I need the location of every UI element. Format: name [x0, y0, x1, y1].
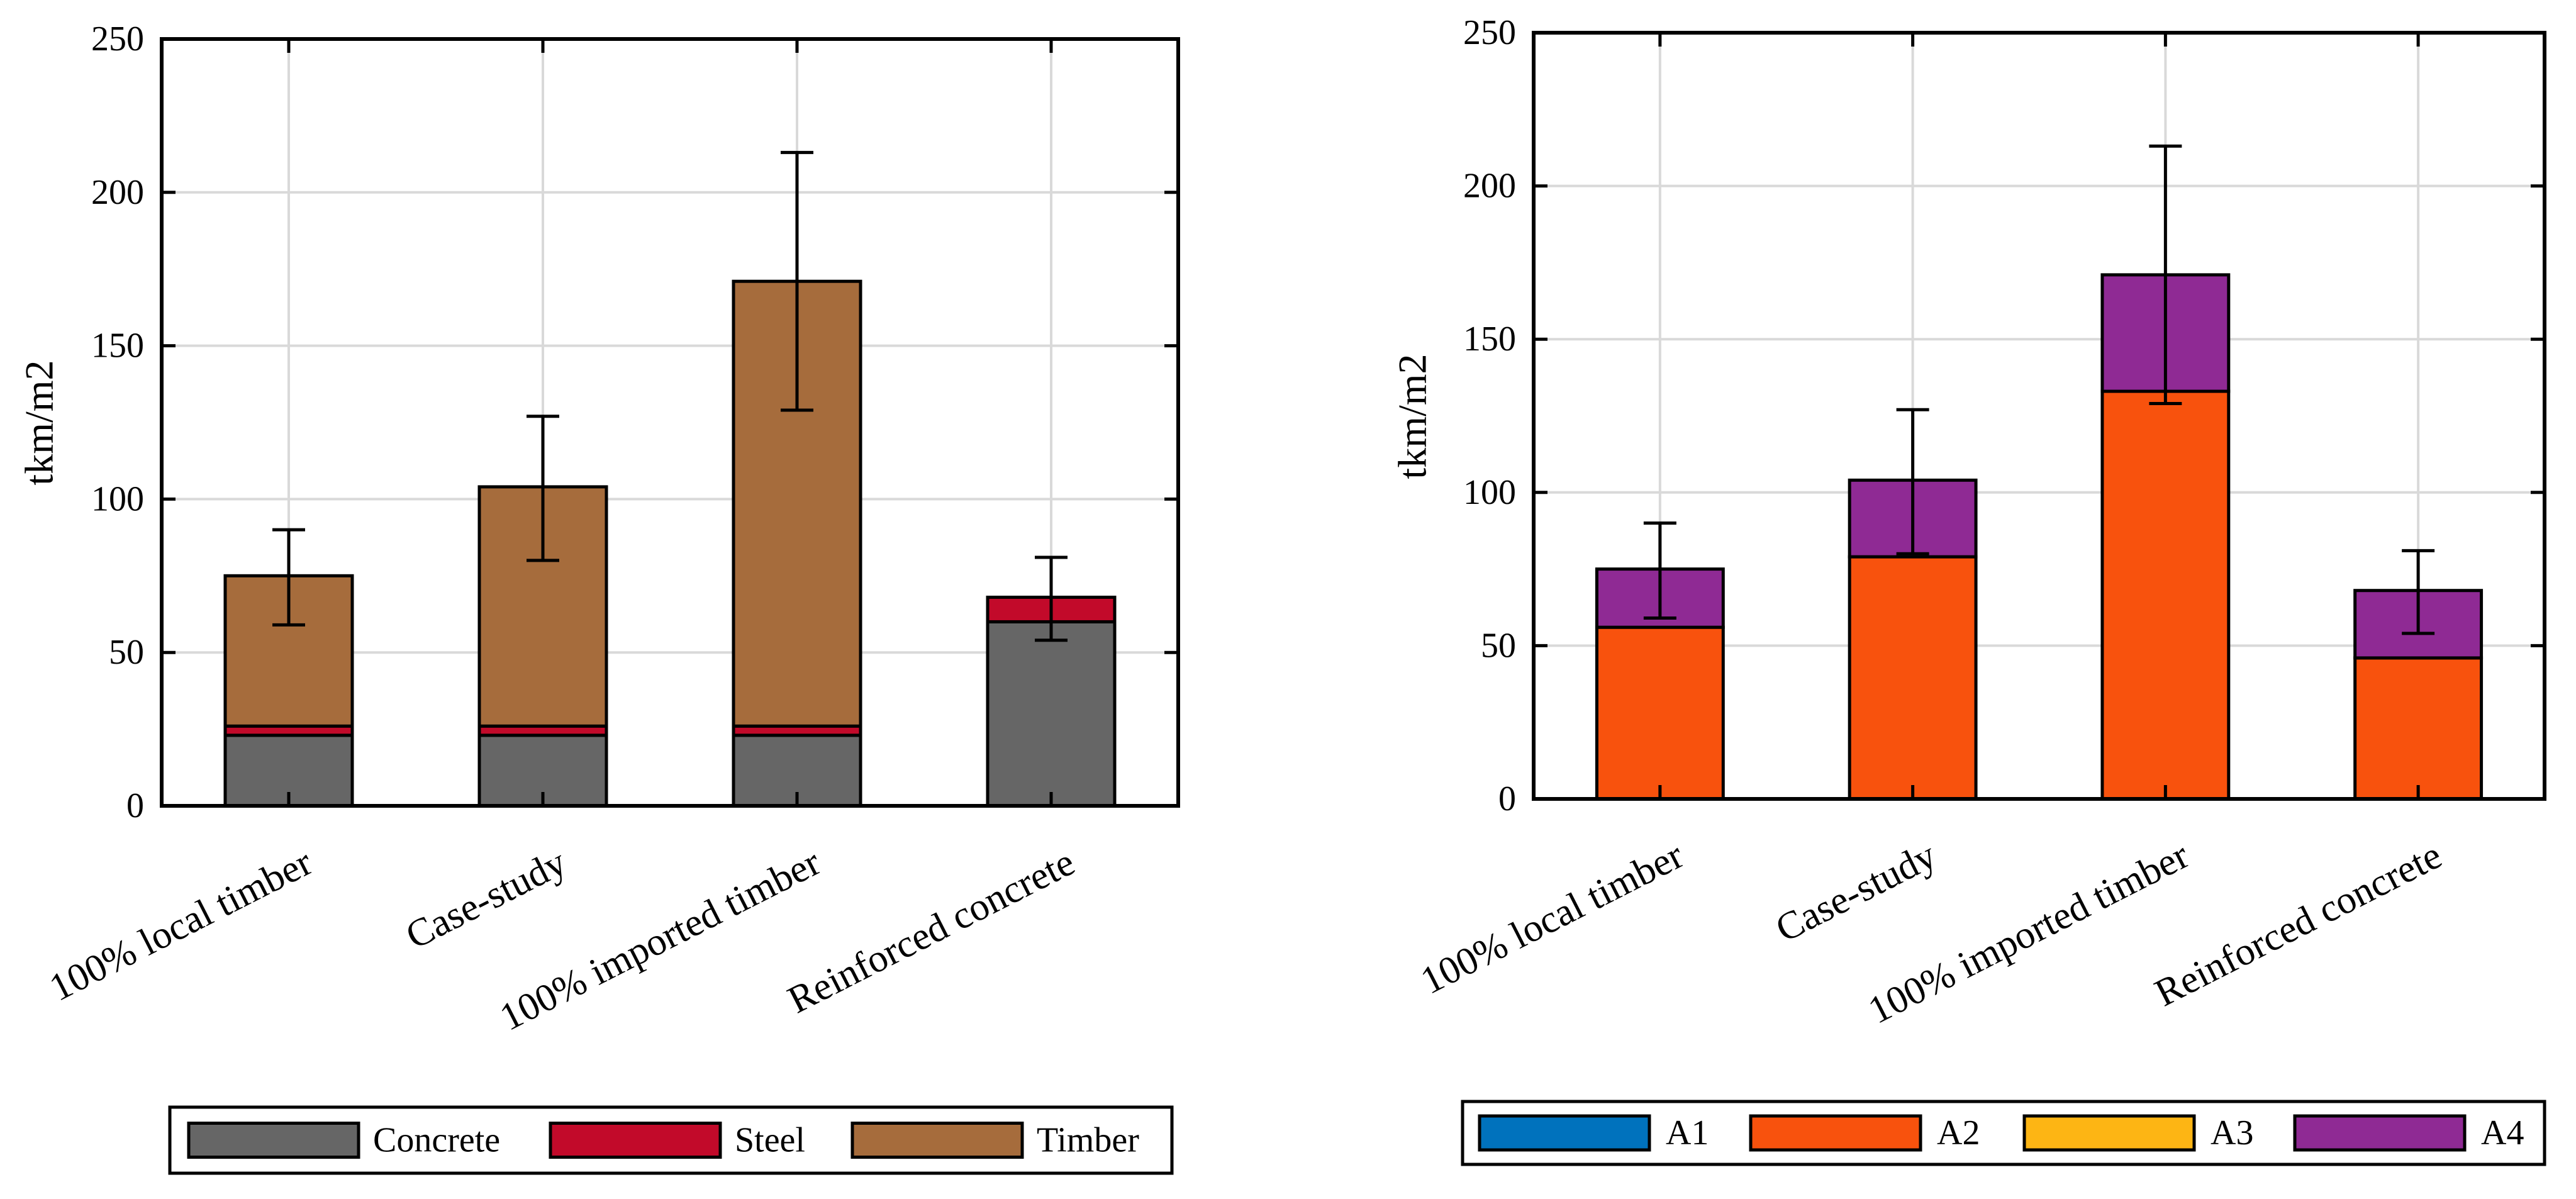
left-chart-transport-by-material: 0 50 100 150 200 250 100% local timber Case-stu…	[17, 20, 1180, 1175]
legend-swatch-a4	[2293, 1114, 2467, 1152]
x-category-label: Reinforced concrete	[781, 840, 1081, 1022]
bar-a2-4	[2353, 656, 2484, 801]
x-category-label: Case-study	[1769, 834, 1943, 951]
legend-swatch-a1	[1478, 1114, 1651, 1152]
legend-label-a4: A4	[2481, 1113, 2524, 1152]
legend-swatch-steel	[549, 1122, 722, 1159]
x-category-label: 100% local timber	[43, 840, 319, 1010]
y-tick-label: 200	[91, 173, 144, 212]
y-tick-label: 150	[1463, 320, 1516, 359]
y-tick-label: 0	[126, 786, 144, 825]
x-category-label: Reinforced concrete	[2148, 834, 2448, 1015]
x-category-label: 100% local timber	[1414, 834, 1690, 1003]
y-tick-label: 250	[1463, 13, 1516, 52]
legend-swatch-a2	[1749, 1114, 1922, 1152]
legend: Concrete Steel Timber	[168, 1105, 1174, 1175]
legend-label-steel: Steel	[735, 1121, 805, 1160]
legend-label-concrete: Concrete	[373, 1121, 500, 1160]
bar-a2-2	[1848, 555, 1978, 801]
legend-label-a1: A1	[1666, 1113, 1709, 1152]
bar-a2-3	[2100, 389, 2231, 801]
legend: A1 A2 A3 A4	[1461, 1100, 2546, 1166]
right-chart-transport-by-stage: 0 50 100 150 200 250 100% local timber Case-stu…	[1390, 13, 2546, 1166]
x-category-label: Case-study	[399, 840, 573, 957]
y-tick-label: 100	[91, 479, 144, 518]
legend-swatch-a3	[2022, 1114, 2196, 1152]
bar-a2-1	[1595, 625, 1725, 801]
y-tick-label: 250	[91, 20, 144, 59]
y-tick-label: 50	[1481, 626, 1516, 665]
y-tick-label: 50	[109, 633, 144, 672]
y-tick-label: 200	[1463, 167, 1516, 206]
legend-label-a2: A2	[1937, 1113, 1980, 1152]
plot-frame	[1532, 31, 2546, 801]
y-tick-label: 150	[91, 326, 144, 365]
y-tick-label: 0	[1498, 779, 1516, 818]
y-axis-title: tkm/m2	[1390, 354, 1435, 479]
legend-swatch-timber	[850, 1122, 1024, 1159]
y-tick-label: 100	[1463, 473, 1516, 512]
legend-label-a3: A3	[2211, 1113, 2253, 1152]
legend-label-timber: Timber	[1037, 1121, 1139, 1160]
plot-frame	[160, 37, 1180, 808]
legend-swatch-concrete	[187, 1122, 360, 1159]
bar-concrete-4	[986, 620, 1117, 808]
y-axis-title: tkm/m2	[17, 360, 62, 485]
